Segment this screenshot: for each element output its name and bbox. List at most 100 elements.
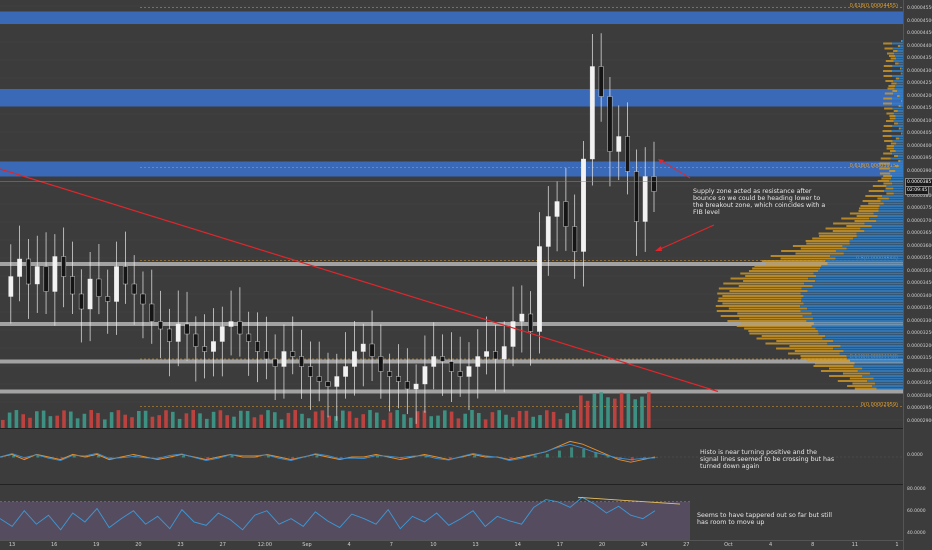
volume-bar xyxy=(647,392,651,428)
volume-bar xyxy=(613,398,617,428)
volume-profile-bar xyxy=(892,152,903,155)
time-tick: 20 xyxy=(598,542,606,548)
volume-profile-bar xyxy=(811,312,903,315)
volume-profile-bar xyxy=(807,307,903,310)
volume-bar xyxy=(211,411,216,428)
volume-profile-bar xyxy=(900,105,903,107)
volume-bar xyxy=(41,410,46,428)
volume-bar xyxy=(443,410,447,428)
volume-profile-bar xyxy=(881,177,892,180)
volume-bar xyxy=(184,413,189,428)
candle-body xyxy=(528,313,534,332)
macd-pane[interactable]: Histo is near turning positive and the s… xyxy=(0,428,903,485)
volume-profile-bar xyxy=(830,255,903,257)
volume-bar xyxy=(402,414,406,428)
time-tick: 23 xyxy=(177,542,184,548)
volume-profile-bar xyxy=(901,67,903,70)
volume-profile-bar xyxy=(842,372,870,375)
volume-profile-bar xyxy=(715,305,801,307)
volume-bar xyxy=(191,410,195,428)
volume-bar xyxy=(368,410,372,428)
volume-profile-bar xyxy=(765,342,828,345)
volume-bar xyxy=(347,411,352,428)
volume-profile-bar xyxy=(740,272,814,275)
volume-profile-bar xyxy=(895,115,903,117)
price-tick: 0.00003100 xyxy=(907,368,932,374)
volume-profile-bar xyxy=(883,125,893,127)
candle-body xyxy=(537,246,542,332)
volume-profile-bar xyxy=(819,235,857,237)
volume-profile-bar xyxy=(879,205,903,207)
volume-profile-bar xyxy=(872,385,903,387)
candle-body xyxy=(563,201,569,227)
volume-bar xyxy=(239,410,243,428)
volume-profile-bar xyxy=(887,87,895,90)
volume-profile-bar xyxy=(900,127,903,130)
volume-bar xyxy=(463,413,467,428)
candle-body xyxy=(607,96,613,152)
volume-profile-bar xyxy=(885,80,894,82)
candle-body xyxy=(167,328,172,342)
volume-profile-bar xyxy=(815,280,903,282)
indicator-tick: 80.0000 xyxy=(907,486,926,492)
volume-profile-bar xyxy=(723,282,805,285)
price-tick: 0.00003950 xyxy=(907,156,932,161)
volume-bar xyxy=(109,412,114,428)
candle-body xyxy=(175,323,181,342)
volume-profile-bar xyxy=(818,332,903,335)
candle-body xyxy=(510,321,516,347)
volume-profile-bar xyxy=(883,65,893,67)
volume-profile-bar xyxy=(749,332,819,335)
volume-profile-bar xyxy=(801,297,903,300)
price-pane[interactable]: 0.618(0.00003915)0.5(0.00003544)0.618(0.… xyxy=(0,0,903,428)
volume-bar xyxy=(483,419,488,428)
volume-profile-bar xyxy=(858,210,879,212)
trendline xyxy=(0,168,719,393)
price-chart[interactable]: 0.618(0.00003915)0.5(0.00003544)0.618(0.… xyxy=(0,0,903,428)
histogram-bar xyxy=(594,452,598,458)
volume-profile-bar xyxy=(839,352,903,355)
histogram-bar xyxy=(206,457,210,460)
volume-bar xyxy=(341,410,345,428)
supply-zone xyxy=(0,11,903,24)
price-tick: 0.00003900 xyxy=(907,168,932,174)
volume-profile-bar xyxy=(756,337,823,340)
volume-profile-bar xyxy=(901,40,903,42)
candle-body xyxy=(52,256,58,292)
time-axis[interactable]: 13 16 19 20 23 27 12:00 Sep 4 7 10 13 14 17 20 24 27 Oct 4… xyxy=(0,540,903,550)
candle-body xyxy=(281,351,287,367)
volume-profile-bar xyxy=(835,257,903,260)
candle-body xyxy=(369,343,375,357)
candle-body xyxy=(96,278,102,297)
volume-profile-bar xyxy=(897,50,903,52)
price-axis[interactable]: 0.00004550 0.00004500 0.00004450 0.00004400… xyxy=(903,0,932,550)
histogram-bar xyxy=(412,457,416,458)
volume-profile-bar xyxy=(889,55,896,57)
candle-body xyxy=(219,326,225,342)
volume-profile-bar xyxy=(871,225,903,227)
countdown-badge: 02:09:45 xyxy=(905,185,930,195)
candle-body xyxy=(581,158,586,252)
volume-profile-bar xyxy=(818,232,857,235)
volume-profile-bar xyxy=(889,170,896,172)
time-tick: 11 xyxy=(851,542,859,548)
volume-profile-bar xyxy=(729,290,808,292)
arrow-head xyxy=(658,159,664,164)
candle-body xyxy=(343,366,349,377)
volume-bar xyxy=(225,415,229,428)
fib-label: 0.618(0.00004455) xyxy=(850,3,898,9)
macd-chart[interactable] xyxy=(0,429,903,485)
volume-profile-bar xyxy=(877,180,890,182)
volume-bar xyxy=(517,410,522,428)
rsi-pane[interactable]: Seems to have tappered out so far but st… xyxy=(0,484,903,547)
volume-bar xyxy=(375,412,379,428)
volume-profile-bar xyxy=(893,110,898,112)
volume-profile-bar xyxy=(893,192,903,195)
volume-profile-bar xyxy=(807,290,903,292)
volume-profile-bar xyxy=(847,385,873,387)
volume-profile-bar xyxy=(860,227,903,230)
volume-profile-bar xyxy=(868,202,884,205)
volume-profile-bar xyxy=(892,140,903,142)
volume-profile-bar xyxy=(878,207,903,210)
volume-profile-bar xyxy=(744,327,816,330)
